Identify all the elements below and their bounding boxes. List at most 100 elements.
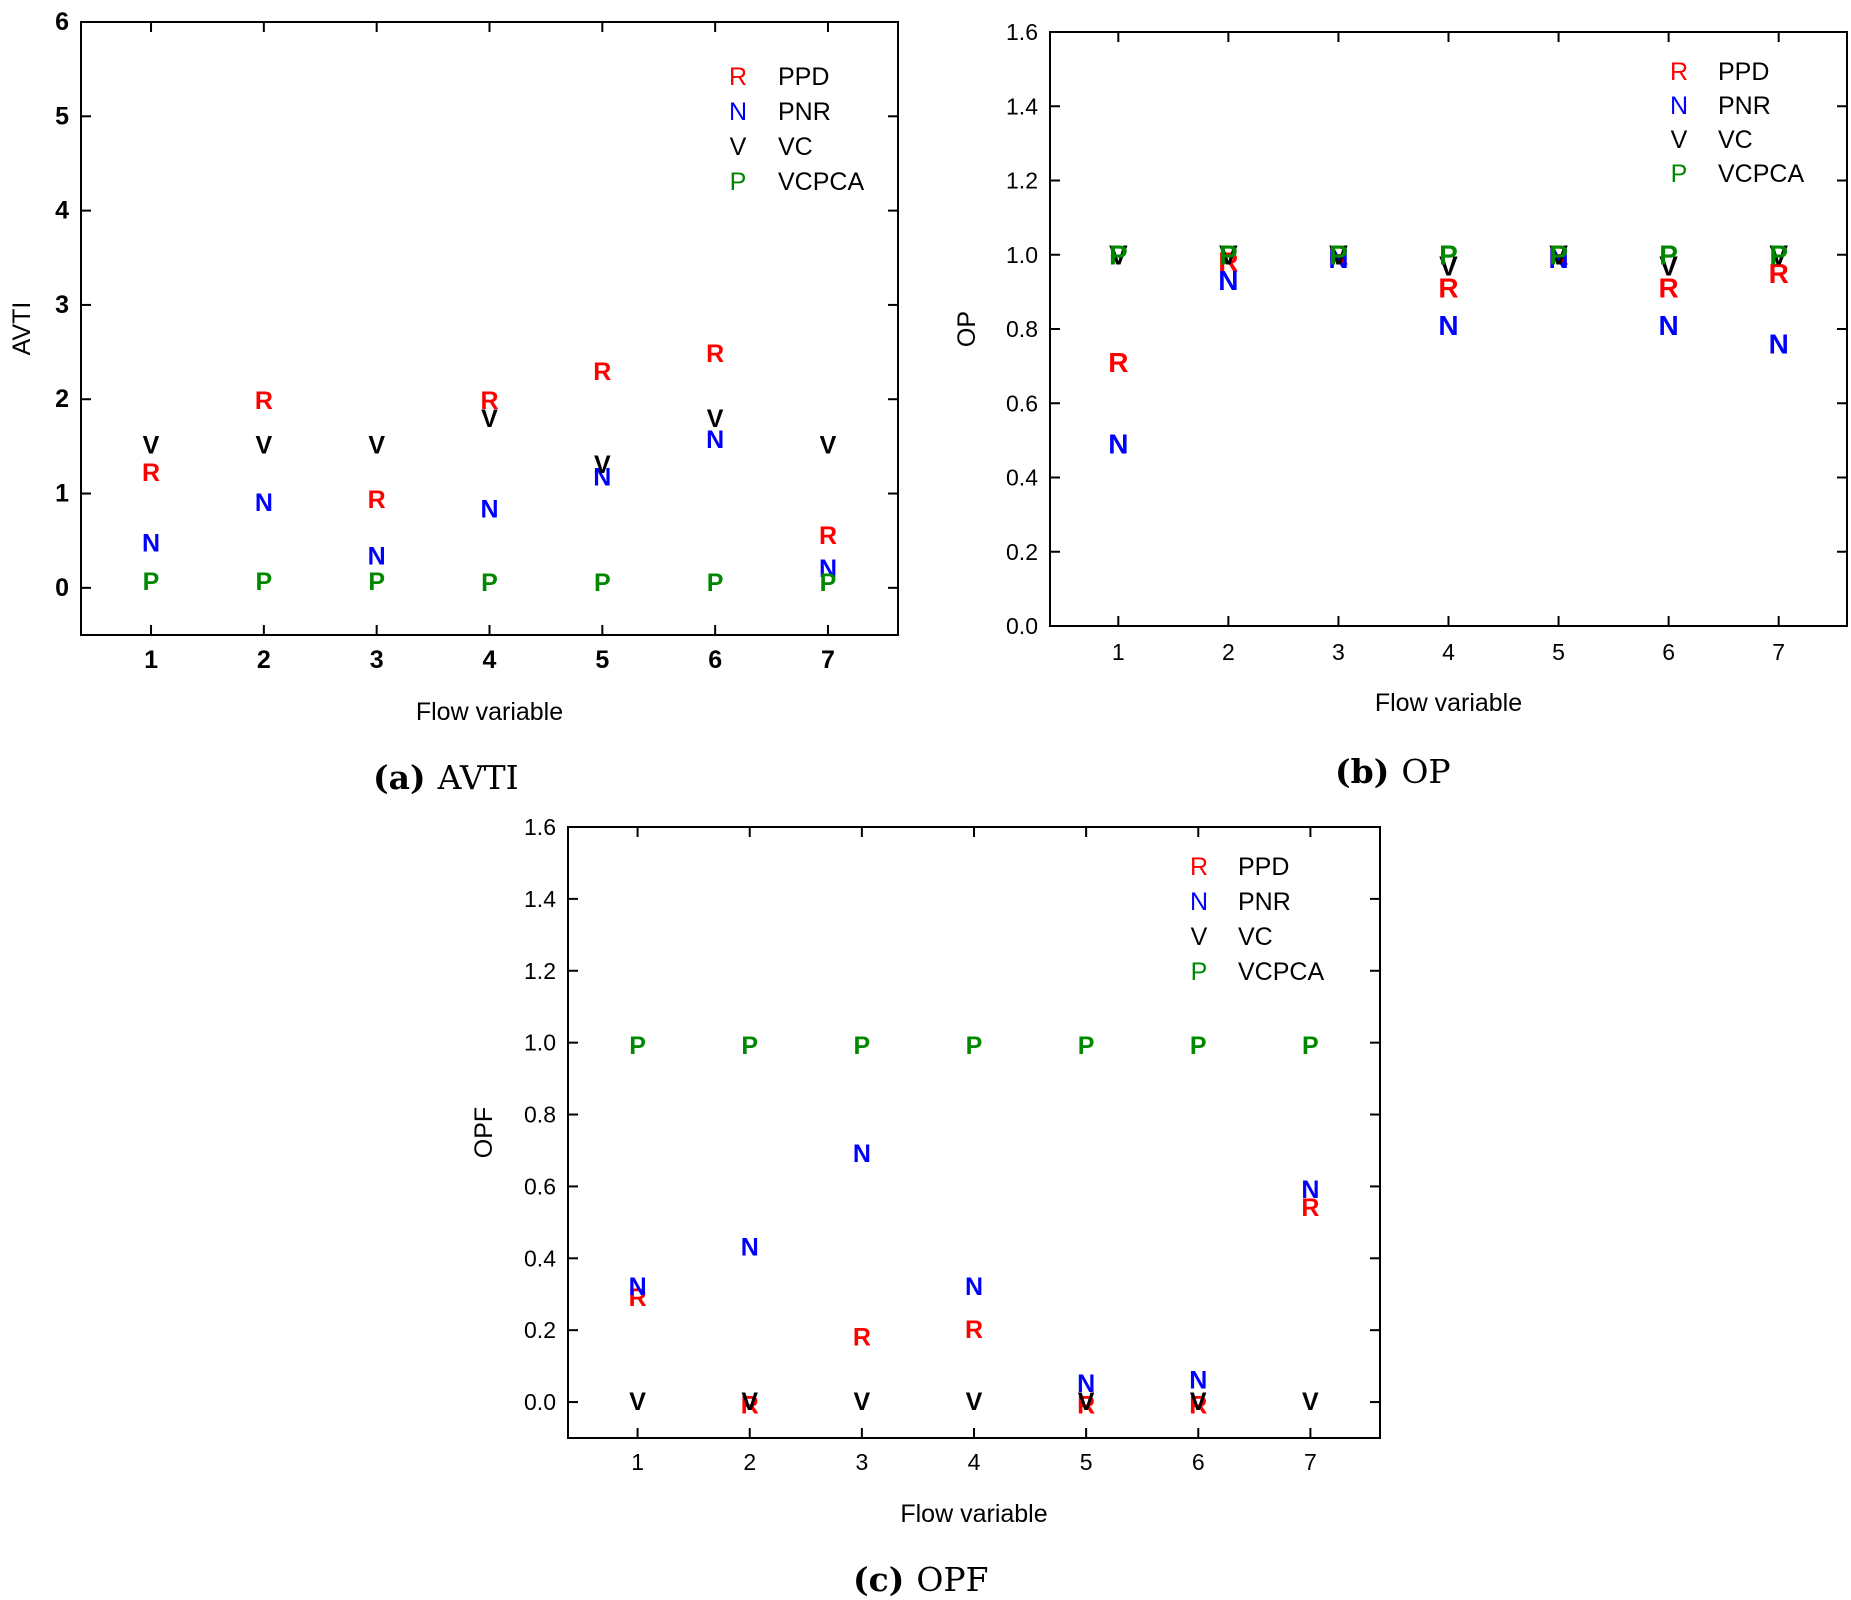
opf-point-vcpca-2: P: [741, 1032, 758, 1060]
opf-plot-frame: [567, 826, 1381, 1439]
opf-ytick-label-4: 0.8: [524, 1102, 556, 1128]
avti-point-pnr-4: N: [480, 496, 498, 524]
avti-ytick-label-5: 5: [55, 102, 69, 130]
opf-point-pnr-3: N: [853, 1140, 871, 1168]
avti-point-ppd-2: R: [255, 387, 273, 415]
avti-point-pnr-1: N: [142, 530, 160, 558]
opf-ytick-label-0: 0.0: [524, 1389, 556, 1415]
avti-point-vc-5: V: [594, 451, 611, 479]
op-point-pnr-5: N: [1548, 243, 1568, 274]
opf-ylabel: OPF: [470, 1107, 498, 1158]
avti-point-ppd-7: R: [819, 522, 837, 550]
opf-xtick-label-6: 7: [1304, 1449, 1317, 1475]
opf-xtick-label-0: 1: [631, 1449, 644, 1475]
opf-point-vcpca-4: P: [966, 1032, 983, 1060]
opf-point-ppd-3: R: [853, 1323, 871, 1351]
op-ytick-label-7: 1.4: [1006, 93, 1038, 119]
opf-point-vcpca-5: P: [1078, 1032, 1095, 1060]
avti-plot-frame: [80, 21, 899, 636]
caption-avti: (a) AVTI: [373, 758, 519, 797]
op-point-pnr-3: N: [1328, 243, 1348, 274]
op-ytick-label-0: 0.0: [1006, 613, 1038, 639]
op-point-pnr-4: N: [1438, 310, 1458, 341]
op-ytick-label-8: 1.6: [1006, 19, 1038, 45]
op-point-ppd-6: R: [1659, 273, 1679, 304]
opf-point-ppd-5: R: [1077, 1392, 1095, 1420]
opf-point-vcpca-6: P: [1190, 1032, 1207, 1060]
opf-point-vc-2: V: [741, 1388, 758, 1416]
opf-ytick-label-1: 0.2: [524, 1317, 556, 1343]
op-legend-symbol-pnr: N: [1670, 92, 1688, 120]
avti-xtick-label-5: 6: [708, 646, 722, 674]
op-point-vc-6: V: [1659, 250, 1678, 281]
avti-point-pnr-5: N: [593, 464, 611, 492]
op-point-ppd-2: R: [1218, 247, 1238, 278]
opf-legend-label-vc: VC: [1238, 923, 1273, 951]
avti-point-vcpca-1: P: [143, 568, 160, 596]
op-point-vc-7: V: [1769, 239, 1788, 270]
op-point-vc-1: V: [1109, 239, 1128, 270]
opf-xtick-label-2: 3: [855, 1449, 868, 1475]
opf-point-vc-6: V: [1190, 1388, 1207, 1416]
avti-point-vc-4: V: [481, 405, 498, 433]
opf-xlabel: Flow variable: [900, 1500, 1047, 1528]
avti-point-vcpca-4: P: [481, 569, 498, 597]
opf-xtick-label-5: 6: [1192, 1449, 1205, 1475]
op-point-vcpca-2: P: [1219, 239, 1238, 270]
avti-point-pnr-3: N: [368, 543, 386, 571]
opf-point-pnr-1: N: [629, 1273, 647, 1301]
opf-xtick-label-4: 5: [1080, 1449, 1093, 1475]
op-ytick-label-2: 0.4: [1006, 465, 1038, 491]
opf-ytick-label-6: 1.2: [524, 958, 556, 984]
op-point-ppd-1: R: [1108, 347, 1128, 378]
opf-legend-label-ppd: PPD: [1238, 853, 1289, 881]
op-point-vc-2: V: [1219, 239, 1238, 270]
op-xtick-label-5: 6: [1662, 639, 1675, 665]
caption-op-tag: (b): [1335, 752, 1390, 791]
avti-ytick-label-1: 1: [55, 480, 69, 508]
chart-op: 0.0 0.2 0.4 0.6 0.8 1.0 1.2 1.4 1.6 1 2 3 4 5 6 7 Flow v…: [953, 19, 1848, 717]
avti-point-pnr-6: N: [706, 426, 724, 454]
avti-ytick-label-0: 0: [55, 574, 69, 602]
avti-point-vcpca-6: P: [707, 569, 724, 597]
opf-point-vc-5: V: [1078, 1388, 1095, 1416]
op-point-ppd-4: R: [1438, 273, 1458, 304]
opf-xtick-label-3: 4: [968, 1449, 981, 1475]
op-point-vcpca-7: P: [1769, 239, 1788, 270]
opf-ytick-label-8: 1.6: [524, 814, 556, 840]
op-point-vc-3: V: [1329, 239, 1348, 270]
opf-point-vc-1: V: [629, 1388, 646, 1416]
opf-xtick-label-1: 2: [743, 1449, 756, 1475]
op-legend-symbol-vc: V: [1671, 126, 1688, 154]
opf-legend-label-pnr: PNR: [1238, 888, 1291, 916]
opf-point-vcpca-3: P: [854, 1032, 871, 1060]
avti-xtick-label-4: 5: [595, 646, 609, 674]
opf-legend-symbol-vc: V: [1191, 923, 1208, 951]
op-legend-label-vcpca: VCPCA: [1718, 160, 1804, 188]
avti-xtick-label-2: 3: [370, 646, 384, 674]
opf-point-vcpca-1: P: [629, 1032, 646, 1060]
op-point-ppd-5: R: [1548, 239, 1568, 270]
avti-point-vcpca-5: P: [594, 569, 611, 597]
chart-opf: 0.0 0.2 0.4 0.6 0.8 1.0 1.2 1.4 1.6 1 2 3 4 5 6 7 Flow v…: [470, 814, 1381, 1528]
opf-ytick-label-5: 1.0: [524, 1030, 556, 1056]
op-point-pnr-6: N: [1659, 310, 1679, 341]
opf-point-vc-4: V: [966, 1388, 983, 1416]
op-xtick-label-1: 2: [1222, 639, 1235, 665]
opf-legend-label-vcpca: VCPCA: [1238, 958, 1324, 986]
avti-point-vc-2: V: [256, 431, 273, 459]
avti-legend-symbol-vcpca: P: [730, 168, 747, 196]
avti-legend-label-pnr: PNR: [778, 98, 831, 126]
avti-point-vc-6: V: [707, 405, 724, 433]
op-point-vcpca-3: P: [1329, 239, 1348, 270]
op-point-vc-4: V: [1439, 250, 1458, 281]
avti-point-vcpca-7: P: [820, 569, 837, 597]
op-ytick-label-5: 1.0: [1006, 242, 1038, 268]
op-point-ppd-3: R: [1328, 239, 1348, 270]
avti-point-pnr-7: N: [819, 555, 837, 583]
opf-ytick-label-7: 1.4: [524, 886, 556, 912]
op-xtick-label-6: 7: [1772, 639, 1785, 665]
avti-ytick-label-2: 2: [55, 385, 69, 413]
op-xtick-label-0: 1: [1112, 639, 1125, 665]
opf-point-pnr-5: N: [1077, 1370, 1095, 1398]
